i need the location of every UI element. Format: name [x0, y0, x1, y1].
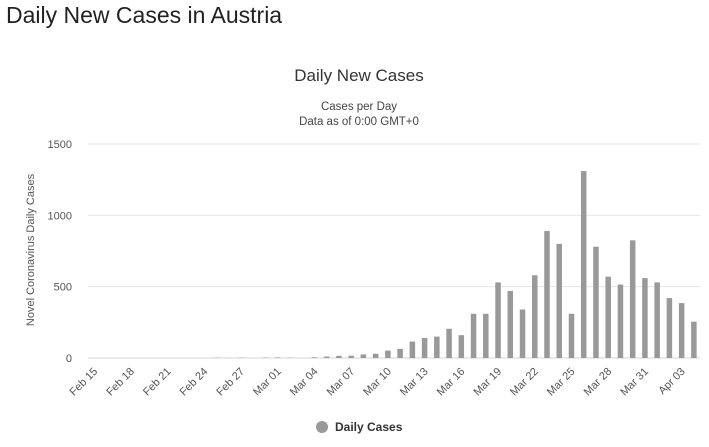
chart-subtitle-line-2: Data as of 0:00 GMT+0 — [299, 116, 419, 128]
bar[interactable] — [421, 338, 428, 358]
x-tick-label: Mar 19 — [471, 366, 504, 399]
bar[interactable] — [654, 282, 660, 358]
x-tick-label: Mar 13 — [398, 366, 431, 399]
bar[interactable] — [568, 313, 575, 358]
x-tick-label: Feb 21 — [141, 366, 174, 399]
x-tick-label: Feb 24 — [178, 366, 211, 399]
y-tick-label: 1500 — [48, 139, 72, 151]
bar[interactable] — [274, 357, 281, 358]
bar[interactable] — [617, 284, 624, 358]
bar[interactable] — [593, 246, 599, 358]
bar[interactable] — [495, 282, 501, 358]
bar[interactable] — [434, 336, 440, 358]
x-tick-label: Mar 28 — [582, 366, 615, 399]
x-tick-label: Feb 15 — [68, 366, 101, 399]
legend[interactable]: Daily Cases — [316, 420, 403, 434]
bar[interactable] — [458, 335, 465, 358]
bar[interactable] — [629, 240, 636, 358]
bar[interactable] — [311, 357, 318, 358]
bar[interactable] — [580, 171, 587, 358]
bar[interactable] — [666, 298, 673, 358]
bar[interactable] — [642, 278, 648, 358]
x-axis-ticks: Feb 15 Feb 18 Feb 21 Feb 24 Feb 27 Mar 01 Mar … — [68, 366, 688, 399]
x-tick-label: Mar 31 — [618, 366, 651, 399]
x-tick-label: Mar 16 — [435, 366, 468, 399]
page-heading: Daily New Cases in Austria — [6, 2, 283, 28]
bar[interactable] — [691, 321, 697, 358]
bar[interactable] — [323, 356, 330, 358]
y-tick-label: 1000 — [48, 210, 72, 222]
chart-title: Daily New Cases — [294, 66, 423, 85]
x-tick-label: Mar 07 — [325, 366, 358, 399]
x-tick-label: Mar 22 — [508, 366, 541, 399]
x-tick-label: Feb 18 — [104, 366, 137, 399]
bar[interactable] — [678, 303, 685, 358]
legend-swatch[interactable] — [316, 421, 328, 433]
y-tick-label: 500 — [54, 282, 72, 294]
bar[interactable] — [446, 328, 452, 358]
y-tick-label: 0 — [66, 353, 72, 365]
y-axis-label: Novel Coronavirus Daily Cases — [25, 173, 37, 326]
bar[interactable] — [397, 348, 403, 358]
bar[interactable] — [605, 276, 611, 358]
x-tick-label: Feb 27 — [214, 366, 247, 399]
bar[interactable] — [556, 243, 562, 358]
bar[interactable] — [336, 355, 342, 358]
x-tick-label: Mar 04 — [288, 366, 321, 399]
bars — [213, 171, 697, 358]
bar[interactable] — [385, 350, 391, 358]
bar[interactable] — [360, 354, 367, 358]
bar[interactable] — [544, 231, 550, 358]
chart-subtitle-line-1: Cases per Day — [321, 101, 397, 113]
legend-label-daily-cases[interactable]: Daily Cases — [335, 420, 403, 434]
bar[interactable] — [483, 313, 489, 358]
x-tick-label: Mar 01 — [251, 366, 284, 399]
x-tick-label: Mar 10 — [361, 366, 394, 399]
y-axis-ticks: 0 500 1000 1500 — [48, 139, 72, 365]
bar[interactable] — [409, 341, 416, 358]
x-tick-label: Mar 25 — [545, 366, 578, 399]
bar[interactable] — [348, 355, 354, 358]
x-tick-label: Apr 03 — [656, 366, 687, 397]
bar[interactable] — [532, 275, 538, 358]
bar[interactable] — [519, 309, 526, 358]
bar[interactable] — [507, 290, 514, 358]
bar[interactable] — [470, 313, 477, 358]
bar[interactable] — [372, 353, 379, 358]
